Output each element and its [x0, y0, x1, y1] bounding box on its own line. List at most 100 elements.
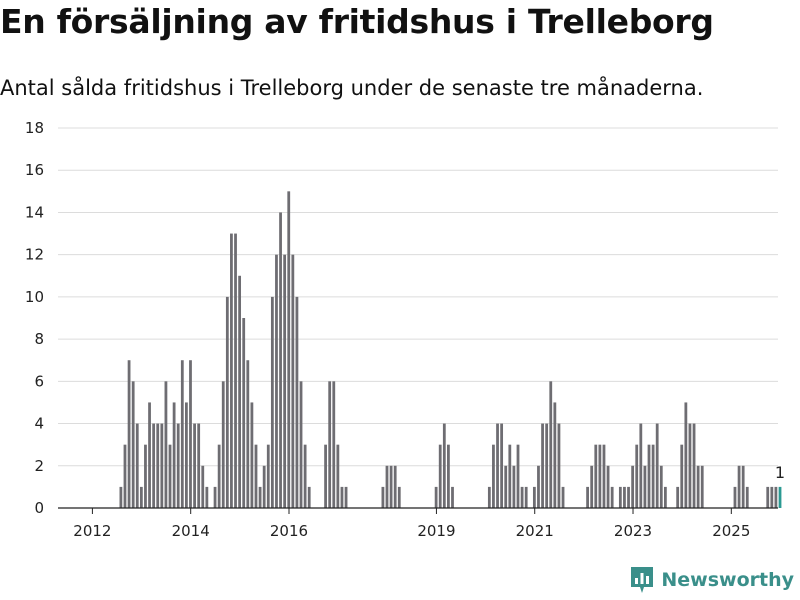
bar	[631, 465, 635, 508]
x-tick-label: 2021	[516, 522, 554, 540]
x-tick-label: 2012	[73, 522, 111, 540]
bar	[532, 486, 536, 508]
bar	[393, 465, 397, 508]
bar	[250, 402, 254, 508]
bar	[152, 423, 156, 508]
bar	[496, 423, 499, 508]
bar	[623, 486, 626, 508]
bar	[344, 486, 348, 508]
newsworthy-brand-name: Newsworthy	[661, 569, 794, 591]
bar	[524, 486, 528, 508]
bar	[602, 444, 606, 508]
bar	[287, 191, 291, 508]
bar	[221, 381, 225, 508]
bar	[639, 423, 643, 508]
bar	[176, 423, 180, 508]
bar	[442, 423, 446, 508]
bar	[586, 486, 589, 508]
bar	[291, 254, 295, 508]
bar	[737, 465, 741, 508]
bar	[230, 233, 233, 508]
bar	[541, 423, 544, 508]
bar	[545, 423, 549, 508]
bar	[766, 486, 770, 508]
bar	[643, 465, 647, 508]
bar	[684, 402, 688, 508]
bar	[512, 465, 516, 508]
bar	[185, 402, 188, 508]
bar	[262, 465, 266, 508]
y-tick-label: 10	[25, 288, 44, 306]
bar-highlight	[778, 486, 782, 508]
bar	[537, 465, 540, 508]
bar	[520, 486, 524, 508]
grid-lines	[58, 127, 778, 467]
chart-subtitle: Antal sålda fritidshus i Trelleborg unde…	[0, 76, 704, 100]
bar	[381, 486, 385, 508]
bar	[655, 423, 659, 508]
bar	[340, 486, 344, 508]
y-tick-label: 18	[25, 119, 44, 137]
bar	[487, 486, 491, 508]
bar	[590, 465, 594, 508]
bar	[213, 486, 217, 508]
bar	[127, 360, 131, 508]
bar	[651, 444, 655, 508]
bar	[205, 486, 209, 508]
bar	[647, 444, 651, 508]
bar	[618, 486, 622, 508]
bar	[180, 360, 184, 508]
bar	[270, 296, 274, 508]
bar	[193, 423, 196, 508]
y-tick-label: 2	[34, 457, 44, 475]
y-axis-ticks: 0 2 4 6 8 10 12 14 16 18	[25, 119, 44, 517]
bar	[324, 444, 327, 508]
bar	[242, 318, 246, 508]
bar	[492, 444, 495, 508]
bar	[201, 465, 205, 508]
x-tick-label: 2023	[614, 522, 652, 540]
bar	[385, 465, 389, 508]
bar	[303, 444, 307, 508]
x-tick-label: 2016	[270, 522, 308, 540]
bar	[238, 275, 242, 508]
bar	[172, 402, 176, 508]
bar	[299, 381, 303, 508]
bar	[451, 486, 454, 508]
bar	[189, 360, 192, 508]
bar	[197, 423, 201, 508]
bar	[447, 444, 450, 508]
bar	[745, 486, 749, 508]
bar	[148, 402, 151, 508]
bar	[696, 465, 700, 508]
x-tick-label: 2025	[712, 522, 750, 540]
bar	[164, 381, 168, 508]
bar	[659, 465, 663, 508]
bar	[160, 423, 164, 508]
bar	[254, 444, 258, 508]
y-tick-label: 6	[34, 372, 44, 390]
bar	[606, 465, 610, 508]
bar	[438, 444, 442, 508]
bar	[549, 381, 553, 508]
bar	[610, 486, 614, 508]
bar	[770, 486, 774, 508]
bar	[389, 465, 393, 508]
bar	[700, 465, 704, 508]
y-tick-label: 12	[25, 246, 44, 264]
bar	[234, 233, 237, 508]
bar	[688, 423, 692, 508]
bar	[676, 486, 680, 508]
bar	[135, 423, 139, 508]
x-tick-label: 2019	[417, 522, 455, 540]
bar	[168, 444, 172, 508]
bar	[295, 296, 299, 508]
bar	[500, 423, 504, 508]
bar	[139, 486, 143, 508]
bar	[123, 444, 127, 508]
bar	[328, 381, 332, 508]
y-tick-label: 16	[25, 161, 44, 179]
bar	[336, 444, 340, 508]
bar	[557, 423, 561, 508]
bar	[434, 486, 438, 508]
